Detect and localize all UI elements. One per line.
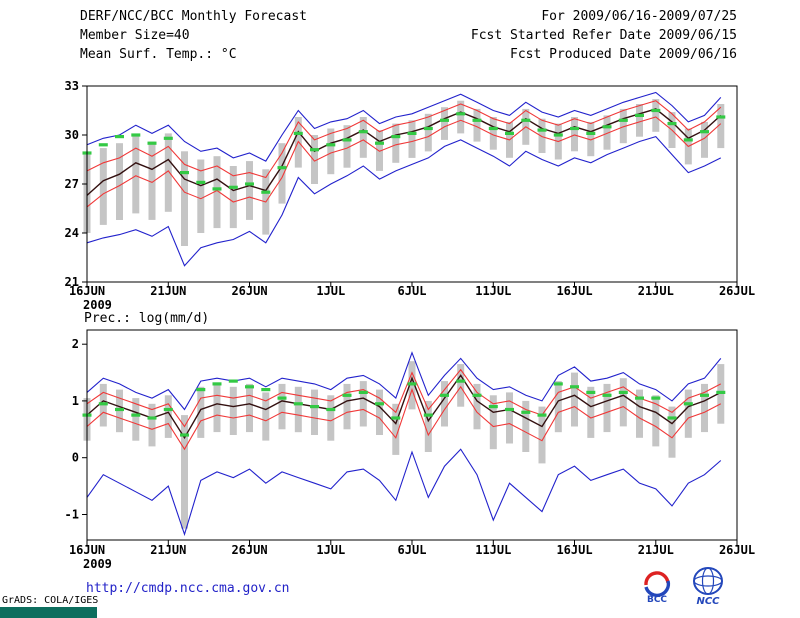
precip-chart-title: Prec.: log(mm/d) [84, 311, 210, 326]
series-ensemble-min [86, 135, 722, 267]
series-ensemble-mean [86, 108, 722, 196]
y-tick-label: 30 [65, 128, 79, 142]
header-row-2: Member Size=40 Fcst Started Refer Date 2… [80, 28, 737, 43]
ncc-logo-text: NCC [696, 596, 720, 606]
plot-series [82, 351, 726, 537]
ncc-logo-meridian [701, 567, 715, 595]
produced-date-label: Fcst Produced Date 2009/06/16 [510, 47, 737, 62]
logo-group: BCC NCC [638, 566, 732, 606]
y-tick-label: -1 [65, 508, 79, 522]
y-tick-label: 0 [72, 451, 79, 465]
x-tick-label: 16JUN [69, 284, 105, 298]
series-ensemble-min [86, 448, 722, 537]
forecast-range: For 2009/06/16-2009/07/25 [541, 9, 737, 24]
x-tick-label: 26JUN [231, 543, 267, 557]
y-tick-label: 2 [72, 337, 79, 351]
year-label: 2009 [83, 298, 112, 312]
series-ensemble-mean [86, 374, 722, 440]
x-tick-label: 21JUN [150, 284, 186, 298]
x-tick-label: 11JUL [475, 543, 511, 557]
x-tick-label: 21JUN [150, 543, 186, 557]
bcc-logo: BCC [644, 571, 671, 604]
x-tick-label: 26JUN [231, 284, 267, 298]
x-tick-label: 16JUL [556, 284, 592, 298]
y-tick-label: 24 [65, 226, 79, 240]
x-tick-label: 16JUL [556, 543, 592, 557]
x-tick-label: 1JUL [316, 543, 345, 557]
ncc-logo-band [693, 575, 723, 587]
grads-credit: GrADS: COLA/IGES [2, 595, 99, 606]
bcc-logo-text: BCC [647, 595, 667, 604]
x-tick-label: 21JUL [638, 543, 674, 557]
series-upper-quartile [86, 100, 722, 179]
series-lower-quartile [86, 116, 722, 208]
plot-series [82, 91, 726, 267]
axes: -1 0 1 2 16JUN 21JUN 26JUN 1JUL 6JUL 11JUL 16JUL 21… [65, 329, 755, 571]
ncc-logo-globe [693, 567, 723, 595]
y-tick-label: 27 [65, 177, 79, 191]
series-climatology-dash [82, 379, 726, 437]
y-tick-label: 21 [65, 275, 79, 289]
year-label: 2009 [83, 557, 112, 571]
x-tick-label: 6JUL [398, 284, 427, 298]
x-tick-label: 1JUL [316, 284, 345, 298]
y-tick-label: 1 [72, 394, 79, 408]
precipitation-chart: -1 0 1 2 16JUN 21JUN 26JUN 1JUL 6JUL 11JUL 16JUL 21… [65, 329, 755, 571]
series-ensemble-max [86, 351, 722, 411]
refer-date-label: Fcst Started Refer Date 2009/06/15 [470, 28, 737, 43]
website-link[interactable]: http://cmdp.ncc.cma.gov.cn [86, 581, 290, 596]
series-ensemble-max [86, 91, 722, 162]
header-row-3: Mean Surf. Temp.: °C Fcst Produced Date … [80, 47, 737, 62]
x-tick-label: 26JUL [719, 543, 755, 557]
ncc-logo: NCC [693, 567, 723, 606]
x-tick-label: 11JUL [475, 284, 511, 298]
bottom-bar [0, 607, 97, 618]
series-climatology-dash [82, 108, 726, 194]
series-ensemble-spread [83, 361, 725, 529]
page-title: DERF/NCC/BCC Monthly Forecast [80, 9, 307, 24]
axes: 21 24 27 30 33 16JUN 21JUN 26JUN 1JUL 6JUL 11JUL 16… [65, 79, 756, 312]
x-tick-label: 6JUL [398, 543, 427, 557]
temp-chart-title: Mean Surf. Temp.: °C [80, 47, 237, 62]
temperature-chart: 21 24 27 30 33 16JUN 21JUN 26JUN 1JUL 6JUL 11JUL 16… [65, 79, 756, 312]
member-size-label: Member Size=40 [80, 28, 190, 43]
series-lower-quartile [86, 385, 722, 451]
bcc-logo-blue-swirl [644, 580, 671, 598]
x-tick-label: 16JUN [69, 543, 105, 557]
series-upper-quartile [86, 368, 722, 428]
y-tick-label: 33 [65, 79, 79, 93]
bcc-logo-red-swirl [644, 571, 670, 586]
x-tick-label: 26JUL [719, 284, 755, 298]
x-tick-label: 21JUL [638, 284, 674, 298]
header-row-1: DERF/NCC/BCC Monthly Forecast For 2009/0… [80, 9, 737, 24]
